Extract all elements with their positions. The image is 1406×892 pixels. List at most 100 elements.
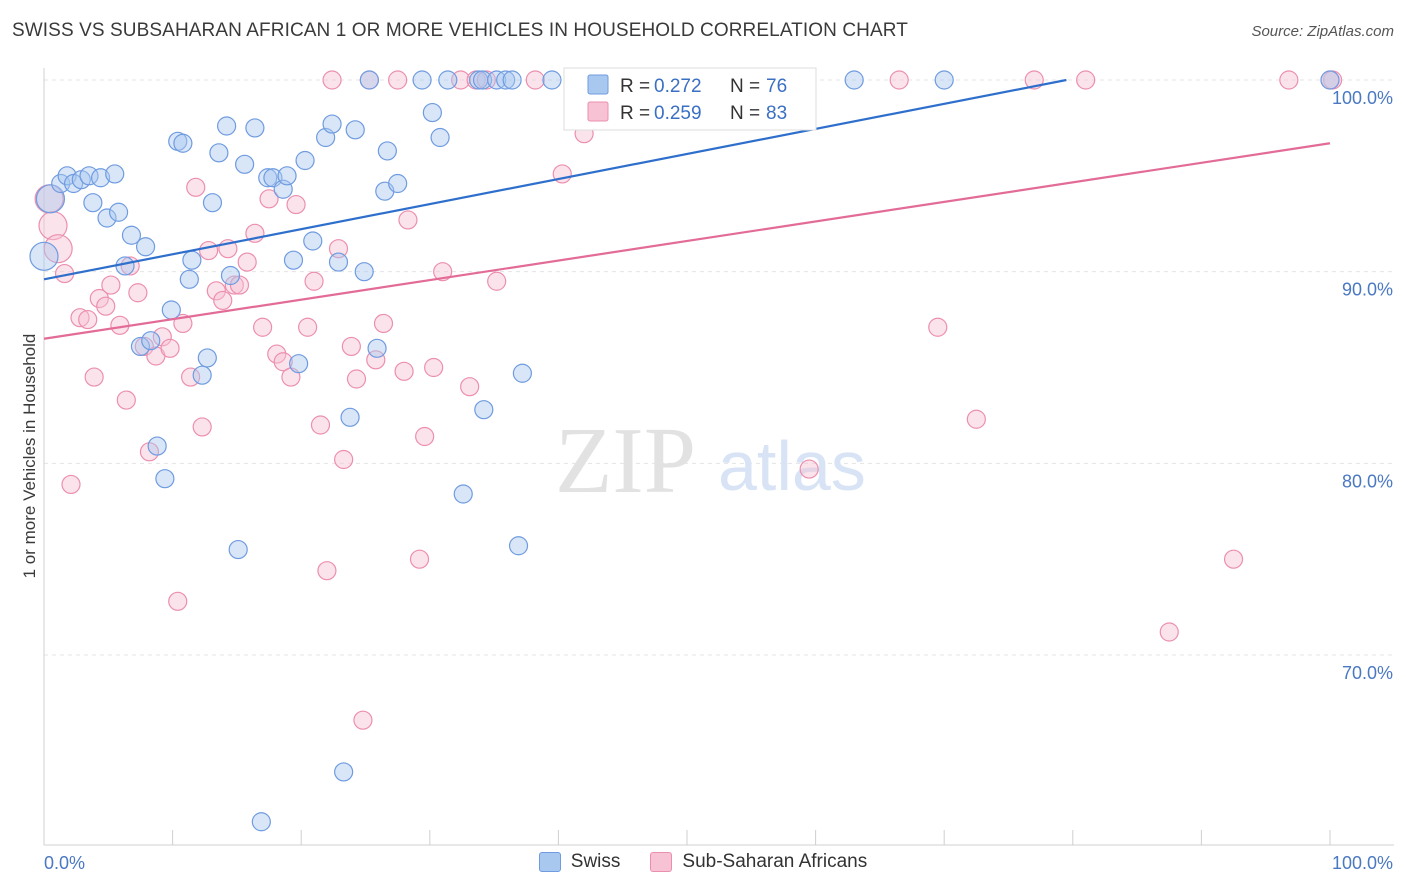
swiss-point xyxy=(97,208,117,228)
swiss-point xyxy=(29,241,59,271)
legend-swatch-ssa xyxy=(587,101,609,122)
ssa-point xyxy=(317,561,337,581)
swiss-point xyxy=(197,348,217,368)
ssa-point xyxy=(353,710,373,730)
ssa-point xyxy=(334,449,354,470)
ssa-point xyxy=(96,296,116,316)
swiss-point xyxy=(322,114,342,134)
ssa-point xyxy=(128,283,148,303)
ssa-point xyxy=(415,426,435,447)
swiss-point xyxy=(83,193,103,213)
legend-item-swiss[interactable]: Swiss xyxy=(538,851,621,873)
ssa-point xyxy=(199,240,219,261)
y-tick-label: 100.0% xyxy=(1332,88,1393,108)
swiss-point xyxy=(161,300,181,320)
ssa-point xyxy=(70,308,90,328)
ssa-point xyxy=(304,271,324,291)
legend-n-label-swiss: N = xyxy=(730,76,760,97)
legend-label-swiss: Swiss xyxy=(570,851,621,872)
bottom-legend: Swiss Sub-Saharan Africans xyxy=(0,851,1406,873)
y-tick-label: 90.0% xyxy=(1342,280,1393,300)
ssa-point xyxy=(322,70,342,90)
y-tick-label: 70.0% xyxy=(1342,663,1393,683)
top-legend: R = 0.272 N = 76 R = 0.259 N = 83 xyxy=(563,67,817,131)
ssa-point xyxy=(346,369,367,389)
ssa-point xyxy=(409,549,430,569)
swiss-point xyxy=(135,237,156,257)
swiss-point xyxy=(1320,70,1340,90)
y-axis-label: 1 or more Vehicles in Household xyxy=(20,334,39,579)
legend-r-value-ssa: 0.259 xyxy=(654,103,702,124)
swiss-point xyxy=(502,70,522,90)
ssa-point xyxy=(525,70,545,90)
sub-saharan-points xyxy=(34,70,1343,730)
ssa-point xyxy=(1223,549,1244,569)
ssa-point xyxy=(328,239,349,259)
legend-r-label-swiss: R = xyxy=(620,76,650,97)
swiss-point xyxy=(367,338,387,358)
ssa-point xyxy=(168,591,188,611)
swiss-point xyxy=(202,193,223,213)
swiss-point xyxy=(105,164,125,184)
swiss-point xyxy=(359,70,379,90)
legend-label-ssa: Sub-Saharan Africans xyxy=(682,851,868,872)
x-tick-label-max: 100.0% xyxy=(1332,853,1393,873)
watermark: ZIP atlas xyxy=(555,409,866,513)
ssa-point xyxy=(267,344,287,364)
ssa-point xyxy=(310,415,331,435)
ssa-point xyxy=(1076,70,1096,90)
ssa-trend-line xyxy=(43,142,1331,340)
swiss-point xyxy=(115,256,135,276)
ssa-point xyxy=(237,252,257,272)
ssa-point xyxy=(373,313,394,334)
legend-item-ssa[interactable]: Sub-Saharan Africans xyxy=(650,851,867,873)
swiss-point xyxy=(328,252,349,272)
ssa-point xyxy=(139,442,160,462)
swiss-point xyxy=(354,262,374,282)
ssa-point xyxy=(213,290,233,311)
ssa-point xyxy=(388,70,408,90)
legend-n-value-ssa: 83 xyxy=(766,103,787,124)
ssa-point xyxy=(928,317,948,337)
ssa-point xyxy=(341,336,361,357)
ssa-point xyxy=(286,194,306,215)
swiss-point xyxy=(173,133,193,153)
swiss-point xyxy=(277,166,297,186)
swiss-point xyxy=(844,70,864,90)
swiss-point xyxy=(283,250,304,270)
swiss-point xyxy=(258,168,278,188)
swiss-point xyxy=(251,812,271,832)
legend-swatch-swiss-bottom xyxy=(538,852,561,872)
swiss-point xyxy=(453,484,473,504)
swiss-points xyxy=(29,70,1340,832)
swiss-point xyxy=(472,70,493,90)
ssa-point xyxy=(224,275,244,295)
ssa-point xyxy=(160,338,180,358)
ssa-point xyxy=(1279,70,1299,90)
legend-swatch-ssa-bottom xyxy=(650,852,673,872)
chart-title: SWISS VS SUBSAHARAN AFRICAN 1 OR MORE VE… xyxy=(12,20,908,41)
ssa-point xyxy=(61,474,81,495)
x-tick-label-min: 0.0% xyxy=(44,853,85,873)
ssa-point xyxy=(38,211,68,241)
swiss-point xyxy=(179,269,199,289)
ssa-point xyxy=(433,262,453,282)
swiss-point xyxy=(147,436,167,456)
swiss-point xyxy=(496,70,516,90)
swiss-point xyxy=(508,536,529,556)
swiss-point xyxy=(542,70,562,90)
ssa-point xyxy=(298,317,318,337)
ssa-point xyxy=(424,357,444,378)
swiss-point xyxy=(155,469,175,489)
swiss-point xyxy=(334,762,354,782)
swiss-point xyxy=(289,354,309,374)
swiss-point xyxy=(209,143,229,163)
ssa-point xyxy=(259,189,279,209)
ssa-point xyxy=(889,70,909,90)
ssa-point xyxy=(186,177,206,197)
ssa-point xyxy=(398,210,418,230)
legend-r-label-ssa: R = xyxy=(620,103,650,124)
ssa-point xyxy=(799,459,819,479)
ssa-point xyxy=(273,352,293,372)
ssa-point xyxy=(460,377,480,397)
